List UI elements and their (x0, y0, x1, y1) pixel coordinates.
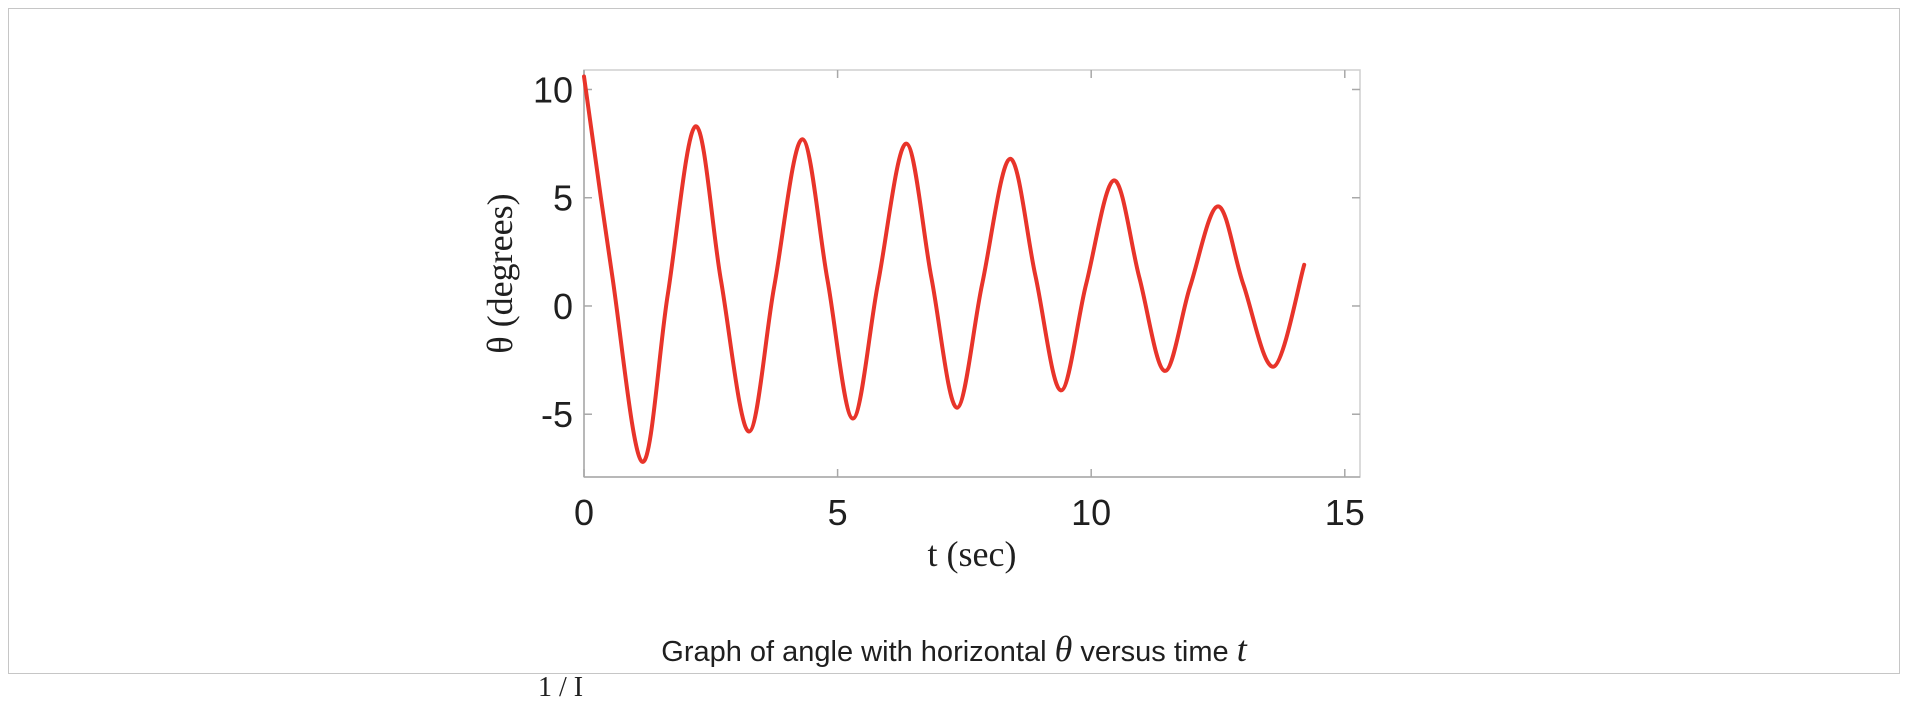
caption-middle: versus time (1080, 636, 1229, 668)
x-tick-label: 5 (828, 492, 848, 533)
y-axis-title: θ (degrees) (480, 193, 520, 353)
caption-theta-symbol: θ (1054, 629, 1073, 669)
caption-time-symbol: t (1236, 629, 1247, 669)
y-tick-label: 5 (553, 178, 573, 219)
x-axis-title: t (sec) (928, 534, 1017, 574)
figure-caption: Graph of angle with horizontal θ versus … (0, 628, 1908, 670)
chart-ticks: 0 5 10 15 -5 0 5 10 (533, 69, 1365, 533)
y-tick-label: 0 (553, 286, 573, 327)
y-tick-label: 10 (533, 69, 573, 110)
series-line (582, 74, 1307, 464)
chart-axes (583, 69, 1361, 478)
x-tick-label: 15 (1325, 492, 1365, 533)
caption-prefix: Graph of angle with horizontal (661, 636, 1047, 668)
clipped-text: 1 / I (538, 672, 584, 703)
x-tick-label: 0 (574, 492, 594, 533)
y-tick-label: -5 (541, 394, 573, 435)
figure-frame (8, 8, 1900, 674)
chart-series (582, 74, 1307, 464)
x-tick-label: 10 (1071, 492, 1111, 533)
chart: 0 5 10 15 -5 0 5 10 t (sec) θ (degrees) (480, 69, 1365, 574)
